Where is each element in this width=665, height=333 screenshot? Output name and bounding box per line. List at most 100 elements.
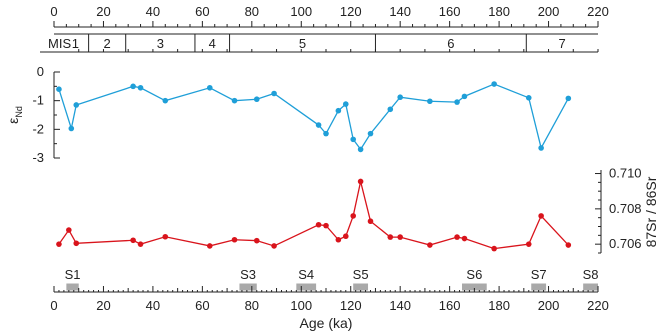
top-age-axis: 0 20 40 60 80 100 120 140 160 180 200 220	[50, 4, 609, 28]
mis-label: MIS	[48, 36, 71, 51]
sapropel-panel: S1 S3 S4 S5 S6 S7 S8	[65, 267, 599, 291]
nd-point	[56, 86, 62, 92]
top-axis-tick-label: 40	[146, 4, 160, 19]
x-axis-title: Age (ka)	[300, 315, 353, 331]
sr-point	[66, 227, 72, 233]
sr-point	[315, 221, 322, 228]
sapropel-label: S6	[466, 267, 482, 282]
top-axis-tick-label: 60	[195, 4, 209, 19]
sr-point	[162, 233, 169, 240]
top-axis-tick-label: 220	[587, 4, 609, 19]
nd-point	[454, 99, 460, 105]
nd-point	[525, 95, 532, 101]
mis-stage-label: 7	[559, 36, 566, 51]
bottom-age-axis: 0 20 40 60 80 100 120 140 160 180 200 220 Age (ka)	[50, 286, 609, 331]
bottom-axis-tick-label: 0	[50, 298, 57, 313]
nd-point	[491, 81, 497, 87]
sr-point	[56, 241, 62, 247]
sr-point	[137, 241, 144, 247]
nd-point	[357, 146, 364, 153]
nd-point	[538, 145, 544, 151]
nd-point	[137, 84, 144, 91]
mis-stage-label: 2	[104, 36, 111, 51]
nd-y-tick-label: -3	[32, 150, 44, 165]
sapropel-bar	[462, 283, 487, 291]
nd-y-axis-title: εNd	[5, 106, 24, 124]
nd-y-axis-title-subscript: Nd	[14, 106, 24, 118]
mis-stage-label: 6	[447, 36, 454, 51]
nd-point	[271, 90, 277, 97]
sr-point	[73, 240, 80, 247]
sr-line	[58, 181, 569, 250]
sapropel-label: S5	[353, 267, 369, 282]
sr-point	[461, 235, 468, 242]
top-axis-tick-label: 80	[245, 4, 259, 19]
sapropel-label: S8	[583, 267, 599, 282]
sr-point	[538, 213, 544, 219]
nd-point	[231, 97, 238, 104]
top-axis-tick-label: 0	[50, 4, 57, 19]
sr-y-axis-title: 87Sr / 86Sr	[643, 176, 659, 247]
sapropel-bar	[583, 283, 598, 291]
sapropel-label: S7	[531, 267, 547, 282]
sr-point	[397, 234, 403, 240]
nd-point	[253, 96, 260, 103]
sr-point	[231, 236, 238, 243]
sr-point	[342, 233, 349, 240]
sr-point	[357, 178, 364, 185]
sr-y-tick-label: 0.706	[609, 236, 642, 251]
sr-y-tick-label: 0.708	[609, 201, 642, 216]
sr-point	[387, 234, 394, 240]
nd-point	[73, 102, 80, 108]
bottom-axis-tick-label: 120	[340, 298, 362, 313]
nd-panel: 0 -1 -2 -3 εNd	[5, 64, 572, 165]
bottom-axis-tick-label: 200	[538, 298, 560, 313]
mis-stage-label: 4	[209, 36, 216, 51]
top-axis-tick-label: 200	[538, 4, 560, 19]
top-axis-tick-label: 160	[439, 4, 461, 19]
sr-point	[565, 242, 572, 248]
nd-point	[335, 107, 342, 114]
nd-point	[68, 125, 75, 132]
nd-point	[565, 95, 572, 102]
top-axis-tick-label: 100	[290, 4, 312, 19]
nd-point	[162, 97, 169, 104]
nd-point	[461, 93, 468, 100]
sr-y-tick-label: 0.710	[609, 166, 642, 181]
nd-y-axis-title-symbol: ε	[5, 118, 21, 124]
sr-point	[367, 218, 374, 225]
bottom-axis-tick-label: 140	[389, 298, 411, 313]
bottom-axis-tick-label: 80	[245, 298, 259, 313]
sapropel-bar	[66, 283, 79, 291]
nd-point	[397, 94, 403, 101]
sapropel-bar	[531, 283, 547, 291]
nd-point	[427, 98, 433, 105]
bottom-axis-tick-label: 100	[290, 298, 312, 313]
sr-point	[427, 242, 433, 248]
mis-stage-label: 5	[299, 36, 306, 51]
bottom-axis-tick-label: 180	[488, 298, 510, 313]
mis-stage-label: 1	[72, 36, 79, 51]
nd-point	[206, 84, 213, 91]
sapropel-label: S1	[65, 267, 81, 282]
bottom-axis-tick-label: 220	[587, 298, 609, 313]
sr-point	[130, 237, 136, 244]
nd-y-tick-label: -2	[32, 121, 44, 136]
top-axis-tick-label: 140	[389, 4, 411, 19]
sr-point	[206, 243, 213, 249]
nd-y-tick-label: 0	[37, 64, 44, 79]
top-axis-tick-label: 120	[340, 4, 362, 19]
sr-point	[253, 237, 260, 244]
mis-stage-bar: MIS 1 2 3 4 5 6 7	[40, 33, 599, 53]
sr-point	[271, 243, 277, 249]
sr-point	[491, 245, 497, 252]
sr-point	[335, 236, 342, 243]
bottom-axis-tick-label: 20	[96, 298, 110, 313]
sapropel-bar	[239, 283, 257, 291]
nd-point	[350, 136, 357, 143]
nd-point	[130, 83, 136, 90]
sr-point	[350, 213, 357, 219]
bottom-axis-tick-label: 160	[439, 298, 461, 313]
